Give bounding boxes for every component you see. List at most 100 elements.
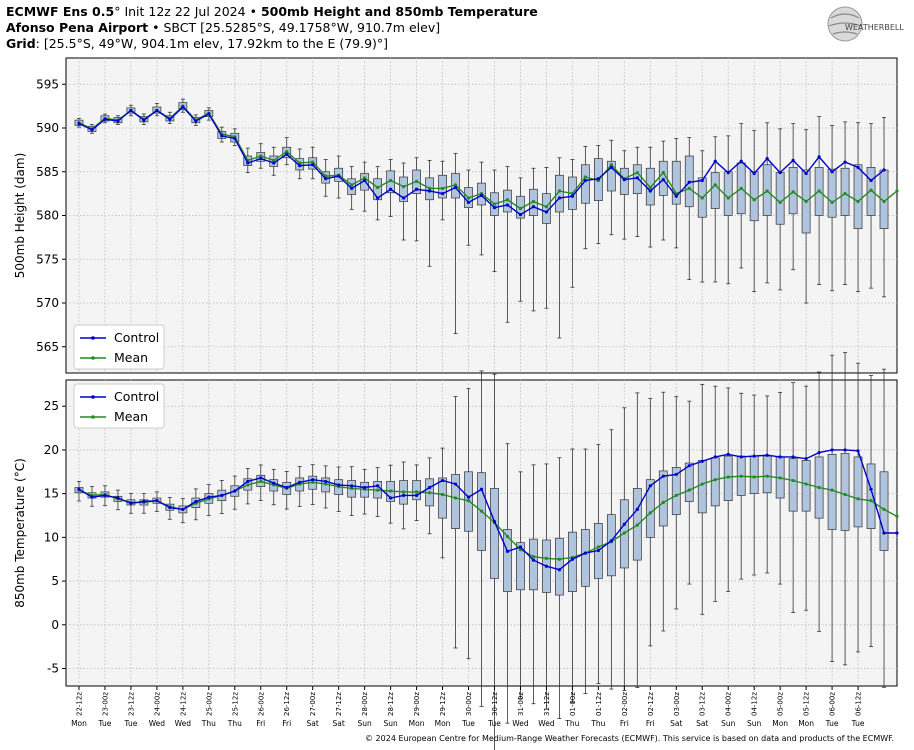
grid-info: : [25.5°S, 49°W, 904.1m elev, 17.92km to… <box>35 36 389 51</box>
mean-point <box>804 482 808 486</box>
x-time-label: 05-12z <box>803 692 811 716</box>
x-day-label: Thu <box>227 719 242 728</box>
x-day-label: Sun <box>358 719 373 728</box>
mean-point <box>869 499 873 503</box>
box-whisker <box>619 150 629 240</box>
panel-1: 565 570 575 580 585 590 595 500mb Height (dam) C… <box>13 57 899 374</box>
mean-point <box>882 507 886 511</box>
iqr-box <box>451 474 460 529</box>
mean-point <box>427 186 432 190</box>
control-point <box>570 194 574 198</box>
mean-point <box>726 475 730 479</box>
control-point <box>90 128 94 132</box>
mean-point <box>843 492 847 497</box>
box-whisker <box>503 443 512 724</box>
mean-point <box>687 186 691 190</box>
x-time-label: 01-00z <box>569 692 577 716</box>
x-time-label: 30-00z <box>465 692 473 716</box>
mean-point <box>350 183 354 187</box>
x-time-label: 28-12z <box>387 692 395 716</box>
control-point <box>869 178 873 183</box>
y-axis-label: 500mb Height (dam) <box>13 153 27 279</box>
mean-point <box>635 171 639 175</box>
control-point <box>376 196 380 200</box>
x-day-label: Thu <box>590 719 605 728</box>
control-point <box>492 206 497 210</box>
mean-point <box>635 523 639 527</box>
mean-point <box>324 482 328 486</box>
mean-point <box>752 475 756 479</box>
iqr-box <box>516 542 525 591</box>
control-point <box>427 189 432 193</box>
control-point <box>596 548 600 553</box>
mean-point <box>817 485 821 490</box>
control-point <box>414 187 419 191</box>
box-whisker <box>412 464 421 521</box>
iqr-box <box>697 460 707 514</box>
control-point <box>830 170 834 174</box>
mean-point <box>739 474 743 478</box>
box-whisker <box>580 145 590 250</box>
x-day-label: Wed <box>538 719 555 728</box>
control-point <box>700 178 704 183</box>
control-point <box>194 499 198 504</box>
control-point <box>103 493 107 498</box>
control-point <box>401 196 406 200</box>
x-time-label: 04-12z <box>751 692 759 716</box>
control-point <box>77 487 81 491</box>
mean-point <box>622 531 626 535</box>
mean-point <box>376 185 380 190</box>
iqr-box <box>671 160 681 205</box>
x-time-label: 31-12z <box>543 692 551 716</box>
x-day-label: Fri <box>620 719 629 728</box>
control-point <box>518 545 523 549</box>
control-point <box>648 484 652 488</box>
x-time-label: 27-00z <box>309 692 317 716</box>
control-point <box>103 117 107 121</box>
control-point <box>674 194 678 198</box>
mean-point <box>401 490 406 494</box>
mean-point <box>830 200 834 204</box>
control-point <box>778 171 782 175</box>
iqr-box <box>490 488 499 579</box>
y-tick-label: 585 <box>36 165 59 179</box>
control-point <box>453 482 458 486</box>
control-point <box>285 485 289 490</box>
iqr-box <box>503 529 512 592</box>
iqr-box <box>853 164 863 229</box>
control-point <box>233 136 237 141</box>
model-name: ECMWF Ens 0.5 <box>6 4 115 19</box>
x-time-label: 03-12z <box>699 692 707 716</box>
box-whisker <box>710 385 720 602</box>
control-point <box>440 192 445 196</box>
mean-point <box>882 199 886 204</box>
control-point <box>401 493 406 498</box>
mean-point <box>453 496 458 500</box>
mean-point <box>739 186 743 190</box>
box-whisker <box>827 124 837 292</box>
control-point <box>739 159 743 163</box>
x-time-label: 06-00z <box>829 692 837 716</box>
control-point <box>363 178 367 183</box>
legend-label: Control <box>114 389 159 404</box>
iqr-box <box>412 480 421 501</box>
control-point <box>570 557 574 561</box>
mean-point <box>778 200 782 204</box>
legend: Control Mean <box>73 383 165 429</box>
x-time-label: 01-12z <box>595 692 603 716</box>
x-time-label: 26-12z <box>283 692 291 716</box>
iqr-box <box>399 176 408 202</box>
control-point <box>440 478 445 483</box>
x-time-label: 04-00z <box>725 692 733 716</box>
mean-point <box>414 179 419 183</box>
control-point <box>765 453 769 457</box>
x-time-label: 30-12z <box>491 692 499 716</box>
control-point <box>142 499 146 504</box>
mean-point <box>713 183 717 187</box>
iqr-box <box>749 455 759 495</box>
grid-line: Grid: [25.5°S, 49°W, 904.1m elev, 17.92k… <box>6 36 388 52</box>
x-day-label: Tue <box>124 719 138 728</box>
control-point <box>142 118 146 122</box>
iqr-box <box>801 460 811 512</box>
